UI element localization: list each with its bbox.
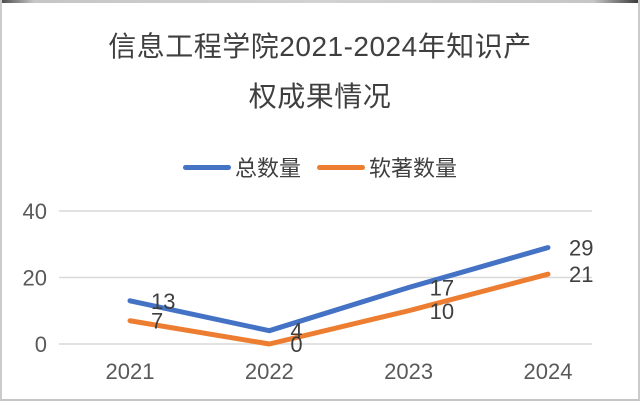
- legend-item-total-count: 总数量: [182, 151, 301, 183]
- legend-line-swatch-software: [317, 164, 365, 170]
- x-axis-label-2024: 2024: [524, 359, 573, 384]
- data-label-total-count-2024: 29: [569, 236, 593, 261]
- data-label-total-count-2023: 17: [430, 275, 454, 300]
- series-line-software-copyright-count: [127, 271, 551, 347]
- x-axis-label-2021: 2021: [106, 359, 155, 384]
- y-axis-tick-0: 0: [35, 332, 47, 357]
- x-axis-label-2022: 2022: [245, 359, 294, 384]
- chart-title: 信息工程学院2021-2024年知识产 权成果情况: [2, 22, 638, 122]
- data-label-software-copyright-count-2023: 10: [430, 299, 454, 324]
- data-label-total-count-2022: 4: [290, 319, 302, 344]
- legend-item-software-copyright-count: 软著数量: [317, 151, 457, 183]
- plot-area: 0 20 40 2021 2022 2023 2024 13 4 17 29 7 0 10 21: [23, 199, 594, 384]
- chart-title-line-2: 权成果情况: [248, 81, 392, 112]
- series-line-total-count: [127, 245, 551, 334]
- legend-label-software: 软著数量: [369, 156, 458, 181]
- x-axis-label-2023: 2023: [384, 359, 433, 384]
- data-label-software-copyright-count-2024: 21: [569, 262, 593, 287]
- legend: 总数量 软著数量: [2, 155, 638, 181]
- y-axis-tick-20: 20: [23, 266, 47, 291]
- top-border-edge: [2, 0, 638, 3]
- chart-title-line-1: 信息工程学院2021-2024年知识产: [108, 31, 532, 62]
- data-label-software-copyright-count-2022: 0: [290, 332, 302, 357]
- legend-label-total: 总数量: [234, 156, 301, 181]
- legend-line-swatch-total: [182, 164, 231, 170]
- data-label-software-copyright-count-2021: 7: [151, 309, 163, 334]
- data-label-total-count-2021: 13: [151, 289, 175, 314]
- y-axis-tick-40: 40: [23, 199, 47, 224]
